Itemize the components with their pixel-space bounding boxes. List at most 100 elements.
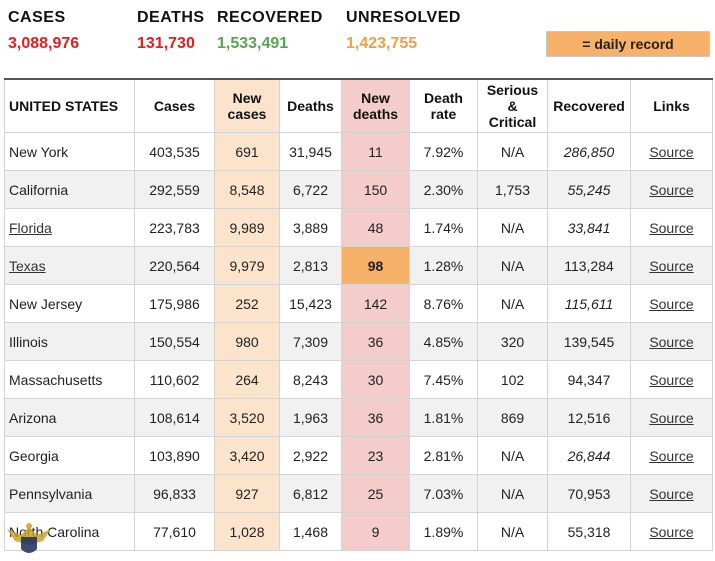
cell-death-rate: 1.74% bbox=[409, 208, 478, 247]
cell-recovered: 139,545 bbox=[547, 322, 631, 361]
cell-new-cases: 252 bbox=[214, 284, 280, 323]
cell-new-deaths: 142 bbox=[341, 284, 410, 323]
cell-links: Source bbox=[630, 474, 713, 513]
cell-deaths: 15,423 bbox=[279, 284, 342, 323]
stat-unresolved-value: 1,423,755 bbox=[346, 35, 418, 52]
table-row: Pennsylvania 96,833 927 6,812 25 7.03% N/A 70,9… bbox=[4, 474, 713, 513]
cell-serious-critical: 869 bbox=[477, 398, 548, 437]
cell-recovered: 115,611 bbox=[547, 284, 631, 323]
stat-deaths-value: 131,730 bbox=[137, 35, 195, 52]
source-link[interactable]: Source bbox=[649, 485, 694, 502]
source-link[interactable]: Source bbox=[649, 257, 694, 274]
table-body: New York 403,535 691 31,945 11 7.92% N/A 286,85… bbox=[4, 132, 713, 551]
header-death-rate[interactable]: Death rate bbox=[409, 78, 478, 133]
cell-recovered: 12,516 bbox=[547, 398, 631, 437]
header-serious-critical[interactable]: Serious & Critical bbox=[477, 78, 548, 133]
cell-cases: 150,554 bbox=[134, 322, 215, 361]
cell-death-rate: 7.45% bbox=[409, 360, 478, 399]
cell-state: Massachusetts bbox=[4, 360, 135, 399]
cell-cases: 108,614 bbox=[134, 398, 215, 437]
cell-death-rate: 2.81% bbox=[409, 436, 478, 475]
source-link[interactable]: Source bbox=[649, 219, 694, 236]
cell-deaths: 6,812 bbox=[279, 474, 342, 513]
cell-state[interactable]: Texas bbox=[4, 246, 135, 285]
header-new-cases[interactable]: New cases bbox=[214, 78, 280, 133]
stat-cases-value: 3,088,976 bbox=[8, 35, 80, 52]
source-link[interactable]: Source bbox=[649, 523, 694, 540]
stat-recovered: RECOVERED 1,533,491 bbox=[217, 9, 323, 53]
eagle-shield-logo-icon bbox=[7, 523, 51, 553]
cell-new-deaths: 36 bbox=[341, 398, 410, 437]
cell-new-deaths: 30 bbox=[341, 360, 410, 399]
cell-cases: 292,559 bbox=[134, 170, 215, 209]
cell-new-cases: 264 bbox=[214, 360, 280, 399]
cell-new-deaths: 48 bbox=[341, 208, 410, 247]
source-link[interactable]: Source bbox=[649, 371, 694, 388]
header-links[interactable]: Links bbox=[630, 78, 713, 133]
table-row: New Jersey 175,986 252 15,423 142 8.76% N/A 115… bbox=[4, 284, 713, 323]
table-row: Florida 223,783 9,989 3,889 48 1.74% N/A 33,841… bbox=[4, 208, 713, 247]
cell-links: Source bbox=[630, 436, 713, 475]
cell-cases: 103,890 bbox=[134, 436, 215, 475]
stat-recovered-value: 1,533,491 bbox=[217, 35, 289, 52]
cell-death-rate: 2.30% bbox=[409, 170, 478, 209]
header-new-deaths[interactable]: New deaths bbox=[341, 78, 410, 133]
cell-serious-critical: 102 bbox=[477, 360, 548, 399]
cell-deaths: 8,243 bbox=[279, 360, 342, 399]
cell-recovered: 70,953 bbox=[547, 474, 631, 513]
cell-deaths: 7,309 bbox=[279, 322, 342, 361]
cell-new-cases: 927 bbox=[214, 474, 280, 513]
cell-death-rate: 1.28% bbox=[409, 246, 478, 285]
stat-deaths-label: DEATHS bbox=[137, 9, 205, 26]
table-row: Massachusetts 110,602 264 8,243 30 7.45% 102 94… bbox=[4, 360, 713, 399]
source-link[interactable]: Source bbox=[649, 143, 694, 160]
stat-unresolved-label: UNRESOLVED bbox=[346, 9, 461, 26]
cell-links: Source bbox=[630, 398, 713, 437]
cell-new-deaths: 25 bbox=[341, 474, 410, 513]
cell-cases: 77,610 bbox=[134, 512, 215, 551]
cell-recovered: 55,245 bbox=[547, 170, 631, 209]
cell-new-deaths: 11 bbox=[341, 132, 410, 171]
cell-death-rate: 7.03% bbox=[409, 474, 478, 513]
cell-death-rate: 1.81% bbox=[409, 398, 478, 437]
cell-cases: 220,564 bbox=[134, 246, 215, 285]
source-link[interactable]: Source bbox=[649, 447, 694, 464]
header-cases[interactable]: Cases bbox=[134, 78, 215, 133]
source-link[interactable]: Source bbox=[649, 409, 694, 426]
cell-new-cases: 9,979 bbox=[214, 246, 280, 285]
source-link[interactable]: Source bbox=[649, 333, 694, 350]
cell-links: Source bbox=[630, 208, 713, 247]
states-table: UNITED STATES Cases New cases Deaths New… bbox=[4, 78, 713, 551]
cell-serious-critical: 1,753 bbox=[477, 170, 548, 209]
cell-recovered: 26,844 bbox=[547, 436, 631, 475]
cell-state: Pennsylvania bbox=[4, 474, 135, 513]
cell-new-cases: 8,548 bbox=[214, 170, 280, 209]
header-state[interactable]: UNITED STATES bbox=[4, 78, 135, 133]
cell-deaths: 2,922 bbox=[279, 436, 342, 475]
cell-new-deaths: 9 bbox=[341, 512, 410, 551]
state-link[interactable]: Florida bbox=[9, 219, 52, 236]
source-link[interactable]: Source bbox=[649, 295, 694, 312]
cell-cases: 110,602 bbox=[134, 360, 215, 399]
cell-serious-critical: N/A bbox=[477, 436, 548, 475]
source-link[interactable]: Source bbox=[649, 181, 694, 198]
daily-record-legend: = daily record bbox=[546, 31, 710, 57]
state-link[interactable]: Texas bbox=[9, 257, 46, 274]
cell-new-cases: 3,520 bbox=[214, 398, 280, 437]
cell-state[interactable]: Florida bbox=[4, 208, 135, 247]
cell-state: Georgia bbox=[4, 436, 135, 475]
cell-cases: 403,535 bbox=[134, 132, 215, 171]
cell-death-rate: 4.85% bbox=[409, 322, 478, 361]
cell-recovered: 55,318 bbox=[547, 512, 631, 551]
cell-serious-critical: 320 bbox=[477, 322, 548, 361]
cell-links: Source bbox=[630, 360, 713, 399]
cell-new-deaths: 36 bbox=[341, 322, 410, 361]
cell-serious-critical: N/A bbox=[477, 132, 548, 171]
cell-new-cases: 3,420 bbox=[214, 436, 280, 475]
cell-deaths: 31,945 bbox=[279, 132, 342, 171]
header-recovered[interactable]: Recovered bbox=[547, 78, 631, 133]
cell-recovered: 286,850 bbox=[547, 132, 631, 171]
header-deaths[interactable]: Deaths bbox=[279, 78, 342, 133]
table-row: Illinois 150,554 980 7,309 36 4.85% 320 139,545… bbox=[4, 322, 713, 361]
cell-links: Source bbox=[630, 246, 713, 285]
